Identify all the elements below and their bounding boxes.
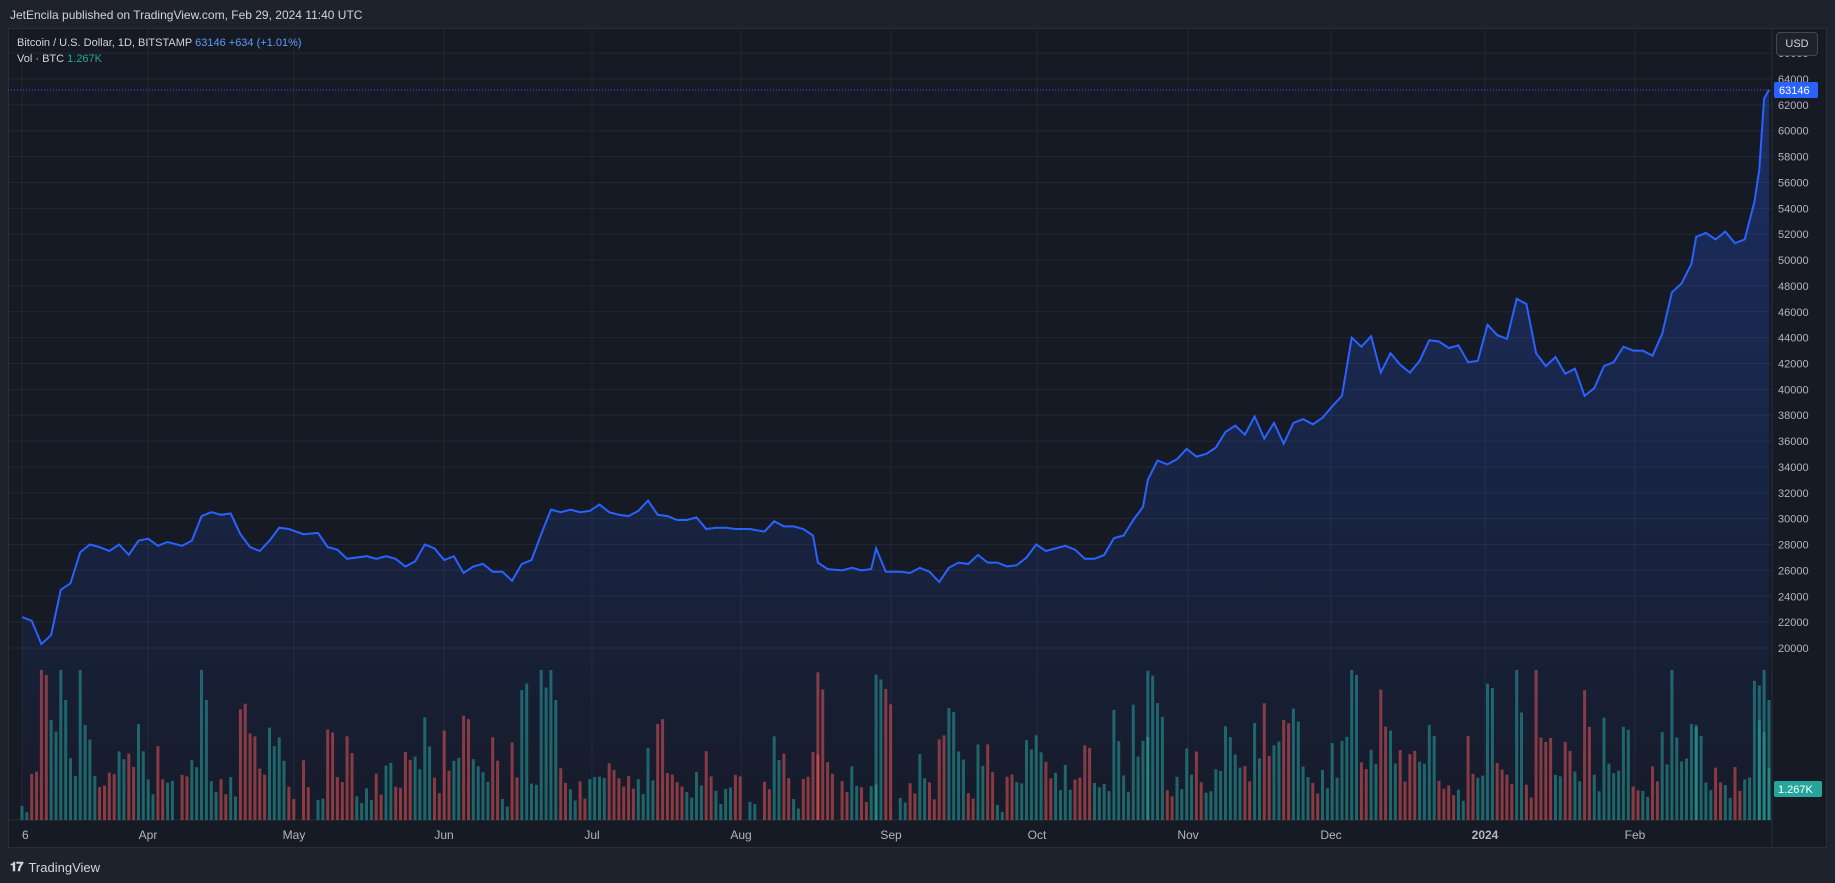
last-price-tag-text: 63146	[1779, 85, 1810, 97]
y-tick-label: 50000	[1778, 255, 1809, 267]
x-tick-label: Feb	[1625, 828, 1646, 842]
x-tick-label: Apr	[139, 828, 158, 842]
y-tick-label: 42000	[1778, 359, 1809, 371]
y-tick-label: 26000	[1778, 565, 1809, 577]
y-tick-label: 48000	[1778, 281, 1809, 293]
symbol-row[interactable]: Bitcoin / U.S. Dollar, 1D, BITSTAMP 6314…	[17, 35, 302, 51]
publisher-text: JetEncila published on TradingView.com, …	[10, 8, 363, 22]
x-tick-label: Jun	[434, 828, 453, 842]
footer-logo-text[interactable]: TradingView	[28, 859, 101, 875]
y-tick-label: 24000	[1778, 591, 1809, 603]
price-area-fill	[22, 90, 1769, 820]
y-tick-label: 56000	[1778, 177, 1809, 189]
tradingview-logo-icon: 𝟏𝟕	[10, 859, 24, 874]
y-tick-label: 38000	[1778, 410, 1809, 422]
volume-tag-text: 1.267K	[1778, 784, 1814, 796]
x-tick-label: Aug	[730, 828, 751, 842]
y-tick-label: 20000	[1778, 643, 1809, 655]
y-tick-label: 34000	[1778, 462, 1809, 474]
price-axis[interactable]: 20000 22000 24000 26000 28000 30000 32000 34000…	[1778, 48, 1809, 655]
y-tick-label: 22000	[1778, 617, 1809, 629]
x-tick-label: May	[283, 828, 306, 842]
y-tick-label: 44000	[1778, 333, 1809, 345]
y-tick-label: 58000	[1778, 152, 1809, 164]
y-tick-label: 32000	[1778, 488, 1809, 500]
x-tick-label: Jul	[584, 828, 599, 842]
change-value: +634 (+1.01%)	[228, 37, 302, 49]
x-tick-label: 2024	[1472, 828, 1499, 842]
y-tick-label: 60000	[1778, 126, 1809, 138]
symbol-title: Bitcoin / U.S. Dollar, 1D, BITSTAMP	[17, 37, 193, 49]
time-axis[interactable]: 6 Apr May Jun Jul Aug Sep Oct Nov Dec 2024 Feb	[22, 828, 1646, 842]
y-tick-label: 40000	[1778, 384, 1809, 396]
footer: 𝟏𝟕 TradingView	[10, 859, 100, 875]
volume-tag: 1.267K	[1774, 781, 1822, 797]
y-tick-label: 30000	[1778, 514, 1809, 526]
currency-button[interactable]: USD	[1776, 32, 1818, 56]
x-tick-label: 6	[22, 828, 29, 842]
y-tick-label: 28000	[1778, 540, 1809, 552]
x-tick-label: Nov	[1177, 828, 1198, 842]
last-value: 63146	[195, 37, 226, 49]
y-tick-label: 62000	[1778, 100, 1809, 112]
x-tick-label: Dec	[1320, 828, 1341, 842]
price-line	[21, 89, 1770, 646]
volume-row[interactable]: Vol · BTC 1.267K	[17, 51, 302, 67]
chart-legend: Bitcoin / U.S. Dollar, 1D, BITSTAMP 6314…	[17, 35, 302, 67]
y-tick-label: 52000	[1778, 229, 1809, 241]
x-tick-label: Oct	[1028, 828, 1047, 842]
publisher-bar: JetEncila published on TradingView.com, …	[0, 0, 1835, 28]
last-price-tag: 63146	[1774, 82, 1818, 99]
y-tick-label: 46000	[1778, 307, 1809, 319]
volume-value: 1.267K	[67, 53, 103, 65]
y-tick-label: 36000	[1778, 436, 1809, 448]
y-tick-label: 54000	[1778, 203, 1809, 215]
x-tick-label: Sep	[880, 828, 902, 842]
volume-title: Vol · BTC	[17, 53, 65, 65]
